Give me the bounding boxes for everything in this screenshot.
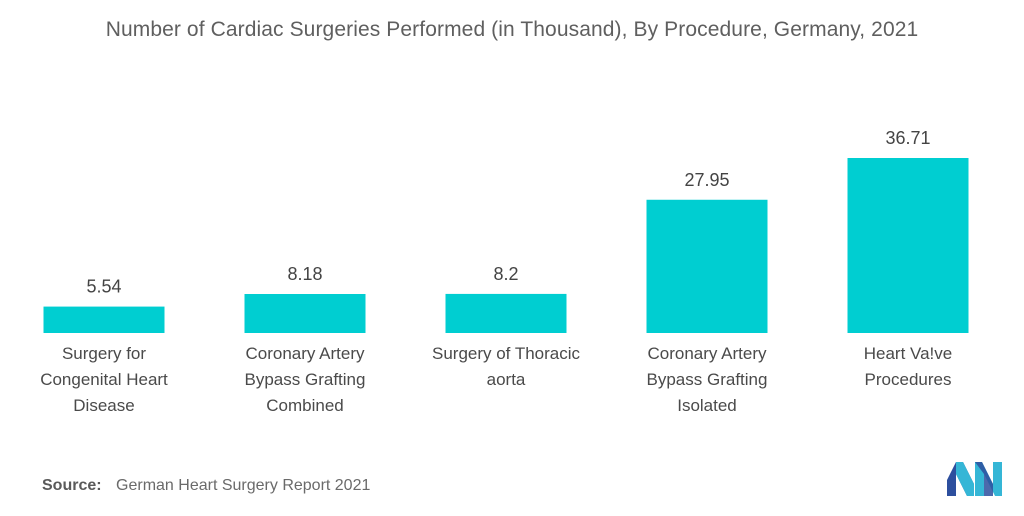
mordor-intelligence-logo-icon xyxy=(947,462,1002,496)
data-label-4: 27.95 xyxy=(684,170,729,190)
bar-4 xyxy=(646,199,768,333)
category-label-1: Surgery for Congenital Heart Disease xyxy=(40,344,168,415)
data-label-5: 36.71 xyxy=(885,128,930,148)
data-label-1: 5.54 xyxy=(86,277,121,297)
source-label: Source: xyxy=(42,477,102,494)
bar-5 xyxy=(847,158,969,333)
data-label-3: 8.2 xyxy=(493,264,518,284)
source-note: Source: German Heart Surgery Report 2021 xyxy=(42,477,370,495)
bar-1 xyxy=(43,306,165,333)
category-label-5: Heart Va!ve Procedures xyxy=(863,344,953,389)
source-text: German Heart Surgery Report 2021 xyxy=(116,477,371,494)
chart-title: Number of Cardiac Surgeries Performed (i… xyxy=(105,18,919,41)
category-label-2: Coronary Artery Bypass Grafting Combined xyxy=(244,344,366,415)
category-label-3: Surgery of Thoracic aorta xyxy=(431,344,581,389)
data-label-2: 8.18 xyxy=(287,264,322,284)
category-label-4: Coronary Artery Bypass Grafting Isolated xyxy=(646,344,768,415)
bar-3 xyxy=(445,293,567,333)
bar-2 xyxy=(244,294,366,333)
